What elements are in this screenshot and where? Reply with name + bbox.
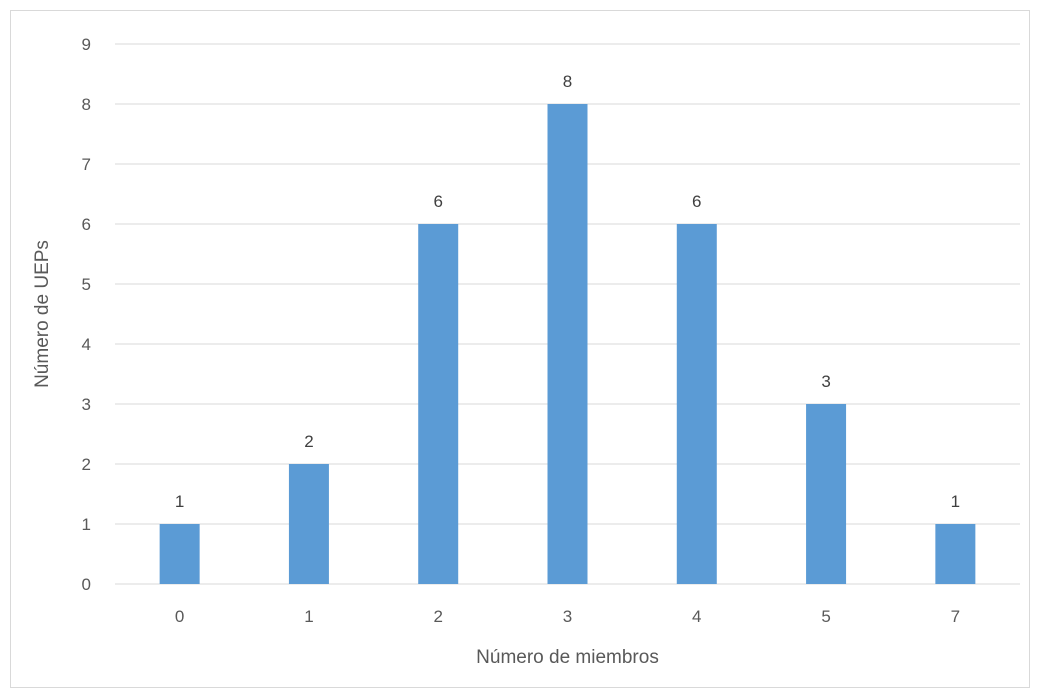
x-tick-label: 7	[951, 607, 960, 626]
bar	[547, 104, 588, 584]
y-tick-label: 7	[82, 155, 91, 174]
x-tick-label: 4	[692, 607, 701, 626]
bar	[288, 464, 329, 584]
y-tick-label: 2	[82, 455, 91, 474]
data-label: 1	[175, 492, 184, 511]
bar	[935, 524, 976, 584]
y-tick-label: 1	[82, 515, 91, 534]
x-tick-label: 5	[821, 607, 830, 626]
x-tick-label: 0	[175, 607, 184, 626]
data-label: 2	[304, 432, 313, 451]
bar	[159, 524, 200, 584]
y-tick-label: 6	[82, 215, 91, 234]
y-tick-label: 9	[82, 35, 91, 54]
y-tick-label: 4	[82, 335, 91, 354]
y-axis-title: Número de UEPs	[32, 240, 53, 388]
y-axis-ticks: 0 1 2 3 4 5 6 7 8 9	[82, 35, 91, 594]
x-axis-ticks: 0 1 2 3 4 5 7	[175, 607, 960, 626]
x-axis-title: Número de miembros	[476, 647, 659, 668]
y-tick-label: 8	[82, 95, 91, 114]
bar	[418, 224, 459, 584]
data-label: 3	[821, 372, 830, 391]
data-label: 6	[433, 192, 442, 211]
data-label: 1	[951, 492, 960, 511]
bar	[806, 404, 847, 584]
y-tick-label: 3	[82, 395, 91, 414]
y-tick-label: 5	[82, 275, 91, 294]
data-label: 8	[563, 72, 572, 91]
bars: 1 2 6 8 6 3 1	[159, 72, 976, 584]
x-tick-label: 3	[563, 607, 572, 626]
bar	[676, 224, 717, 584]
x-tick-label: 1	[304, 607, 313, 626]
x-tick-label: 2	[433, 607, 442, 626]
y-tick-label: 0	[82, 575, 91, 594]
data-label: 6	[692, 192, 701, 211]
